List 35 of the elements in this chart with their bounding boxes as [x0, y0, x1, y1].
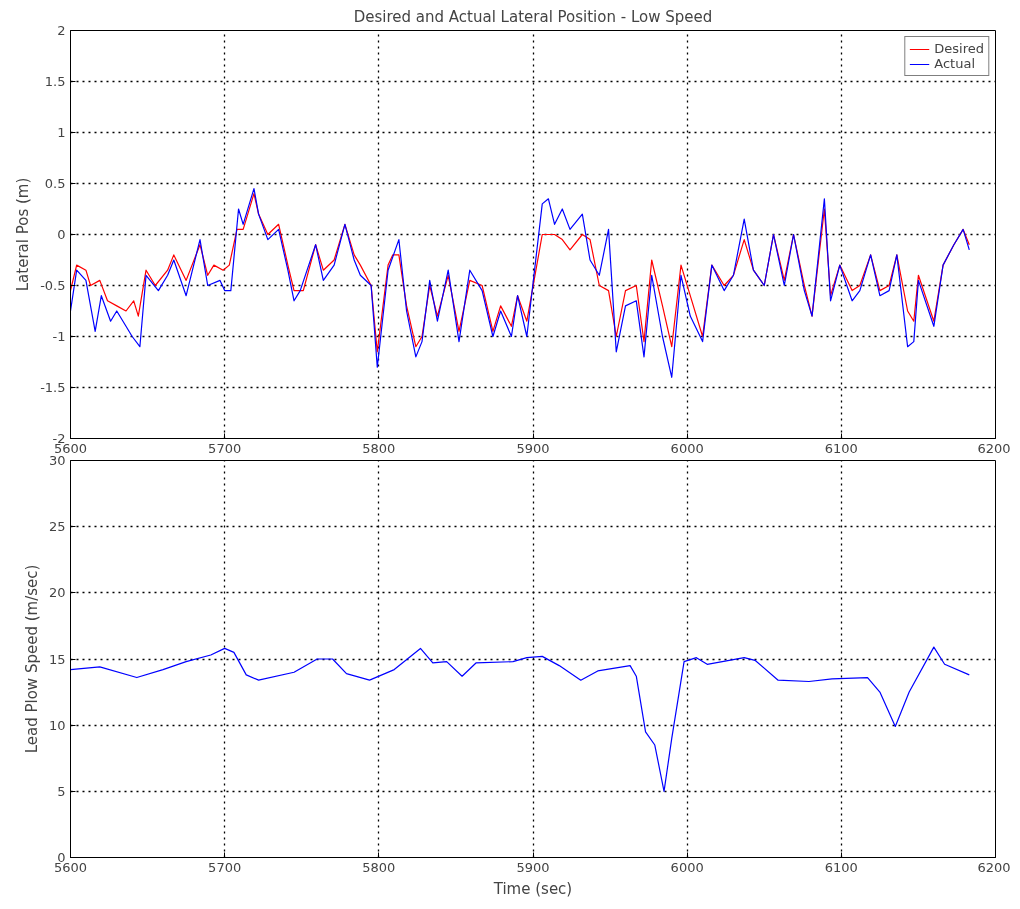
y-tick-label: 30: [48, 453, 66, 468]
y-tick-label: 20: [48, 585, 66, 601]
chart-title: Desired and Actual Lateral Position - Low Speed: [353, 7, 713, 26]
y-tick-label: 1.5: [44, 74, 66, 89]
x-tick-label: 6000: [670, 859, 704, 875]
y-tick-label: -1.5: [40, 380, 66, 395]
y-tick-label: 2: [57, 23, 66, 38]
line-series: [70, 193, 970, 353]
line-series: [70, 188, 970, 378]
y-tick-label: 5: [57, 783, 66, 799]
y-axis-title: Lead Plow Speed (m/sec): [22, 564, 41, 754]
y-tick-label: 25: [48, 519, 66, 535]
y-tick-label: 15: [48, 651, 66, 667]
x-axis-title: Time (sec): [492, 879, 573, 898]
line-series: [70, 646, 970, 792]
y-tick-label: -1: [52, 329, 66, 344]
x-tick-label: 5900: [516, 859, 550, 875]
x-tick-label: 5800: [362, 859, 396, 875]
legend-label: Actual: [934, 56, 976, 71]
y-tick-label: 0: [57, 227, 66, 242]
y-tick-label: 10: [48, 717, 66, 733]
x-tick-label: 5700: [208, 440, 242, 456]
x-tick-label: 5800: [362, 440, 396, 456]
x-tick-label: 5700: [208, 859, 242, 875]
x-tick-label: 6200: [977, 440, 1011, 456]
x-tick-label: 6000: [670, 440, 704, 456]
y-tick-label: 1: [57, 125, 66, 140]
x-tick-label: 6200: [977, 859, 1011, 875]
y-axis-title: Lateral Pos (m): [14, 177, 33, 292]
x-tick-label: 6100: [824, 859, 858, 875]
x-tick-label: 6100: [824, 440, 858, 456]
y-tick-label: 0.5: [44, 176, 66, 191]
x-tick-label: 5900: [516, 440, 550, 456]
legend-label: Desired: [934, 41, 984, 56]
y-tick-label: -0.5: [40, 278, 66, 293]
